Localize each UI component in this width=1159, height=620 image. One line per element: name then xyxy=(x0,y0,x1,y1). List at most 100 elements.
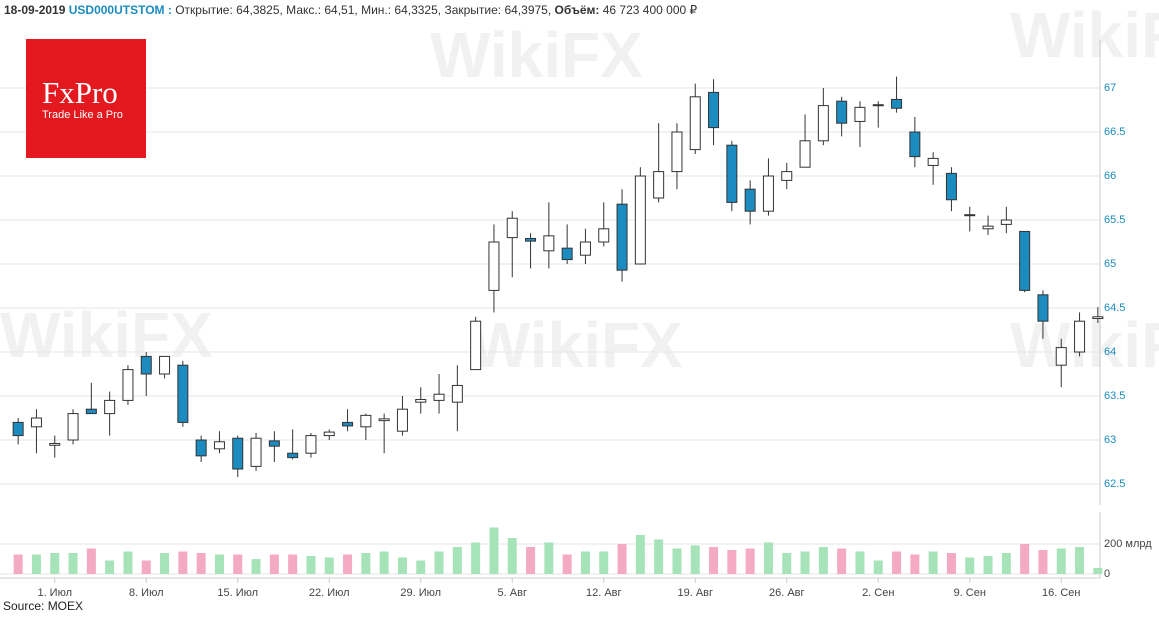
watermark: WikiFX xyxy=(470,309,683,381)
source: Source: MOEX xyxy=(3,599,84,613)
volume-bar xyxy=(416,560,426,574)
x-tick-label: 9. Сен xyxy=(954,587,986,599)
volume-bar xyxy=(855,551,865,574)
candle-body xyxy=(945,172,957,201)
candle-body xyxy=(689,96,701,151)
volume-bar xyxy=(288,554,298,574)
x-tick-label: 22. Июл xyxy=(309,587,350,599)
volume-value: 46 723 400 000 ₽ xyxy=(602,3,698,17)
candle-body xyxy=(159,355,171,375)
x-tick-label: 5. Авг xyxy=(498,587,527,599)
candle-body xyxy=(488,241,500,291)
volume-bar xyxy=(1001,553,1011,574)
candle-body xyxy=(561,247,573,261)
stats: Открытие: 64,3825, Макс.: 64,51, Мин.: 6… xyxy=(175,3,552,17)
volume-bar xyxy=(983,556,993,574)
candle-body xyxy=(909,131,921,158)
candle-body xyxy=(799,140,811,168)
y-tick-label: 65.5 xyxy=(1104,214,1125,226)
volume-bar xyxy=(324,557,334,574)
volume-bar xyxy=(141,560,151,574)
volume-bar xyxy=(782,553,792,574)
header: 18-09-2019 USD000UTSTOM : Открытие: 64,3… xyxy=(4,3,697,17)
x-tick-label: 19. Авг xyxy=(677,587,713,599)
volume-bar xyxy=(910,554,920,574)
y-tick-label: 62.5 xyxy=(1104,478,1125,490)
volume-bar xyxy=(672,548,682,574)
volume-bar xyxy=(105,560,115,574)
volume-bar xyxy=(507,538,517,574)
volume-bar xyxy=(727,550,737,574)
candle-body xyxy=(1092,316,1104,320)
candle-body xyxy=(634,175,646,265)
volume-bar xyxy=(965,557,975,574)
candle-body xyxy=(1037,294,1049,322)
volume-bar xyxy=(306,556,316,574)
candle-body xyxy=(195,439,207,457)
volume-bar xyxy=(818,547,828,574)
volume-bar xyxy=(892,551,902,574)
candle-body xyxy=(579,241,591,256)
volume-label: Объём: xyxy=(554,3,600,17)
volume-bar xyxy=(709,547,719,574)
volume-bar xyxy=(1075,547,1085,574)
candle-body xyxy=(342,421,354,427)
candle-body xyxy=(415,399,427,403)
candle-body xyxy=(671,131,683,173)
x-tick-label: 12. Авг xyxy=(586,587,622,599)
volume-bar xyxy=(13,554,23,574)
volume-bar xyxy=(269,554,279,574)
volume-bar xyxy=(123,551,133,574)
candle-body xyxy=(616,203,628,271)
candle-body xyxy=(470,320,482,371)
volume-bar xyxy=(86,548,96,574)
candle-body xyxy=(232,437,244,470)
volume-bar xyxy=(178,551,188,574)
candle-body xyxy=(85,408,97,415)
candle-body xyxy=(543,235,555,252)
candle-body xyxy=(433,393,445,401)
volume-bar xyxy=(635,535,645,574)
candle-body xyxy=(506,217,518,239)
candle-body xyxy=(49,443,61,446)
symbol: USD000UTSTOM : xyxy=(68,3,172,17)
candle-body xyxy=(305,435,317,454)
candle-body xyxy=(1055,347,1067,366)
candle-body xyxy=(708,91,720,129)
candle-body xyxy=(927,157,939,166)
volume-bar xyxy=(434,551,444,574)
volume-bar xyxy=(580,551,590,574)
volume-bar xyxy=(617,544,627,574)
candle-body xyxy=(323,431,335,437)
candle-body xyxy=(1000,219,1012,225)
volume-bar xyxy=(1056,548,1066,574)
candle-body xyxy=(122,369,134,401)
volume-bar xyxy=(343,554,353,574)
volume-bar xyxy=(160,553,170,574)
volume-tick-label: 200 млрд xyxy=(1104,538,1152,550)
volume-bar xyxy=(397,557,407,574)
candle-body xyxy=(1019,230,1031,291)
volume-bar xyxy=(873,560,883,574)
volume-bar xyxy=(31,554,41,574)
watermark: WikiFX xyxy=(430,19,643,91)
candle-body xyxy=(525,237,537,242)
volume-bar xyxy=(1093,568,1103,574)
volume-bar xyxy=(68,553,78,574)
volume-bar xyxy=(50,553,60,574)
candle-body xyxy=(964,214,976,217)
logo-name: FxPro xyxy=(42,75,118,110)
candle-body xyxy=(982,225,994,230)
x-tick-label: 29. Июл xyxy=(400,587,441,599)
logo: FxPro Trade Like a Pro xyxy=(26,39,146,158)
candle-body xyxy=(762,175,774,212)
y-tick-label: 63 xyxy=(1104,434,1116,446)
candle-body xyxy=(744,188,756,212)
volume-bar xyxy=(837,548,847,574)
volume-bar xyxy=(471,542,481,574)
candle-body xyxy=(268,440,280,447)
volume-tick-label: 0 xyxy=(1104,568,1110,580)
y-tick-label: 64.5 xyxy=(1104,302,1125,314)
